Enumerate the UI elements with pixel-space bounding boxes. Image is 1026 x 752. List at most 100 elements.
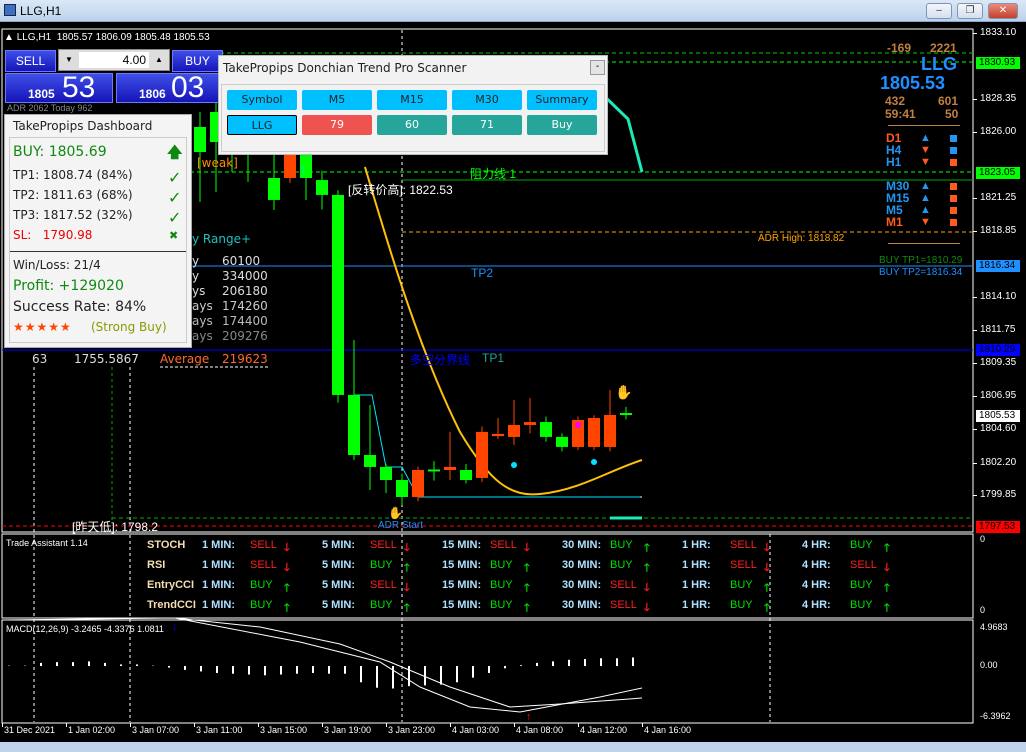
donchian-line <box>354 394 640 498</box>
timeframe-label: 15 MIN: <box>442 579 482 591</box>
takepropips-dashboard[interactable]: TakePropips Dashboard BUY: 1805.69 🡅 TP1… <box>4 114 192 348</box>
bar-timer: 59:41 <box>885 107 916 121</box>
macd-buy-arrow-icon: ↑ <box>526 711 532 723</box>
timeframe-label: 4 HR: <box>802 539 831 551</box>
candle-body <box>428 469 440 472</box>
buy-button[interactable]: BUY <box>172 50 223 72</box>
scanner-cell-0[interactable]: LLG <box>227 115 297 135</box>
restore-button[interactable]: ❐ <box>957 3 983 19</box>
macd-sell-arrow-icon: ↓ <box>172 621 178 633</box>
scanner-minimize-button[interactable]: - <box>590 60 605 75</box>
macd-line <box>3 617 643 713</box>
time-label: 3 Jan 19:00 <box>324 725 372 735</box>
close-button[interactable]: ✕ <box>988 3 1018 19</box>
range-row-value: 209276 <box>222 329 268 343</box>
timeframe-label: 1 MIN: <box>202 559 235 571</box>
hand-icon: ✋ <box>388 506 403 520</box>
scanner-cell-4[interactable]: Buy <box>527 115 597 135</box>
buy-signal: BUY <box>490 599 513 611</box>
price-tag: 1810.29 <box>976 344 1020 357</box>
lot-increase-button[interactable]: ▲ <box>155 55 163 64</box>
candle <box>412 466 424 502</box>
range-row-value: 174260 <box>222 299 268 313</box>
price-label: 1833.10 <box>980 27 1017 38</box>
signal-dot <box>591 459 597 465</box>
scanner-header-2[interactable]: M15 <box>377 90 447 110</box>
price-tick <box>973 197 977 199</box>
time-tick <box>578 723 579 727</box>
lot-input[interactable] <box>79 52 149 68</box>
symbol-timeframe: LLG,H1 <box>16 32 52 43</box>
price-tick <box>973 33 977 34</box>
arrow-up-icon: 🡑 <box>404 602 410 614</box>
scanner-cell-2[interactable]: 60 <box>377 115 447 135</box>
scanner-cell-1[interactable]: 79 <box>302 115 372 135</box>
price-label: 1799.85 <box>980 489 1017 501</box>
sell-button[interactable]: SELL <box>5 50 56 72</box>
status-square-icon <box>950 219 957 226</box>
indicator-name: STOCH <box>147 539 186 551</box>
check-icon: ✓ <box>168 170 182 187</box>
scanner-cell-3[interactable]: 71 <box>452 115 522 135</box>
timeframe-label: 30 MIN: <box>562 559 602 571</box>
arrow-down-icon: 🡓 <box>284 562 290 574</box>
buy-signal: BUY <box>490 579 513 591</box>
timeframe-label: 1 HR: <box>682 539 711 551</box>
tf-label-M15: M15 <box>886 191 910 205</box>
timeframe-label: 5 MIN: <box>322 539 355 551</box>
time-tick <box>130 723 131 727</box>
trend-up-icon: ▲ <box>920 192 931 204</box>
time-label: 31 Dec 2021 <box>4 725 56 735</box>
time-label: 3 Jan 15:00 <box>260 725 308 735</box>
info-top-right: 2221 <box>930 41 957 55</box>
lot-decrease-button[interactable]: ▼ <box>65 55 73 64</box>
info-mid-right: 601 <box>938 94 959 108</box>
price-label: 1826.00 <box>980 125 1017 137</box>
tf-label-H4: H4 <box>886 143 902 157</box>
candle-body <box>364 455 376 467</box>
buy-signal: BUY <box>370 559 393 571</box>
time-tick <box>322 723 323 727</box>
arrow-down-icon: 🡓 <box>764 542 770 554</box>
arrow-down-icon: 🡓 <box>764 562 770 574</box>
candle <box>556 433 568 452</box>
dashboard-title: TakePropips Dashboard <box>13 119 153 133</box>
chart-window[interactable]: ↑ ✋ ✋ ↓ ↑ ▲ LLG,H1 1805.57 1806.09 1805.… <box>0 22 1026 742</box>
buy-signal: BUY <box>850 599 873 611</box>
arrow-down-icon: 🡓 <box>404 542 410 554</box>
candle-body <box>492 433 504 437</box>
window-title: LLG,H1 <box>20 4 62 18</box>
scanner-header-4[interactable]: Summary <box>527 90 597 110</box>
hand-icon: ✋ <box>615 384 632 400</box>
range-row-value: 334000 <box>222 269 268 283</box>
scanner-header-1[interactable]: M5 <box>302 90 372 110</box>
donchian-scanner-panel[interactable]: TakePropips Donchian Trend Pro Scanner -… <box>218 55 608 155</box>
scanner-header-0[interactable]: Symbol <box>227 90 297 110</box>
candle-body <box>540 422 552 437</box>
tf-label-M30: M30 <box>886 179 910 193</box>
timeframe-label: 30 MIN: <box>562 599 602 611</box>
timeframe-label: 15 MIN: <box>442 599 482 611</box>
timeframe-label: 30 MIN: <box>562 539 602 551</box>
range-row-label: ays <box>192 329 213 343</box>
macd-axis-max: 4.9683 <box>980 622 1008 632</box>
buy-signal: BUY <box>250 579 273 591</box>
time-label: 4 Jan 12:00 <box>580 725 628 735</box>
sell-signal: SELL <box>610 599 637 611</box>
sell-price-button[interactable]: 1805 53 <box>5 73 113 103</box>
price-tick <box>973 131 977 133</box>
arrow-down-icon: 🡓 <box>644 582 650 594</box>
chart-header: ▲ LLG,H1 1805.57 1806.09 1805.48 1805.53 <box>4 32 210 43</box>
sell-price-big: 1805 <box>28 87 55 101</box>
candle-body <box>508 424 520 437</box>
time-label: 4 Jan 16:00 <box>644 725 692 735</box>
lot-stepper[interactable]: ▼ ▲ <box>58 49 170 71</box>
adr-start-label: ADR Start <box>378 520 424 531</box>
tp1-label: TP1 <box>482 351 505 365</box>
buy-price-button[interactable]: 1806 03 <box>116 73 223 103</box>
scanner-header-3[interactable]: M30 <box>452 90 522 110</box>
sell-signal: SELL <box>610 579 637 591</box>
arrow-up-icon: 🡑 <box>284 602 290 614</box>
buy-signal: BUY <box>730 599 753 611</box>
minimize-button[interactable]: ‒ <box>926 3 952 19</box>
